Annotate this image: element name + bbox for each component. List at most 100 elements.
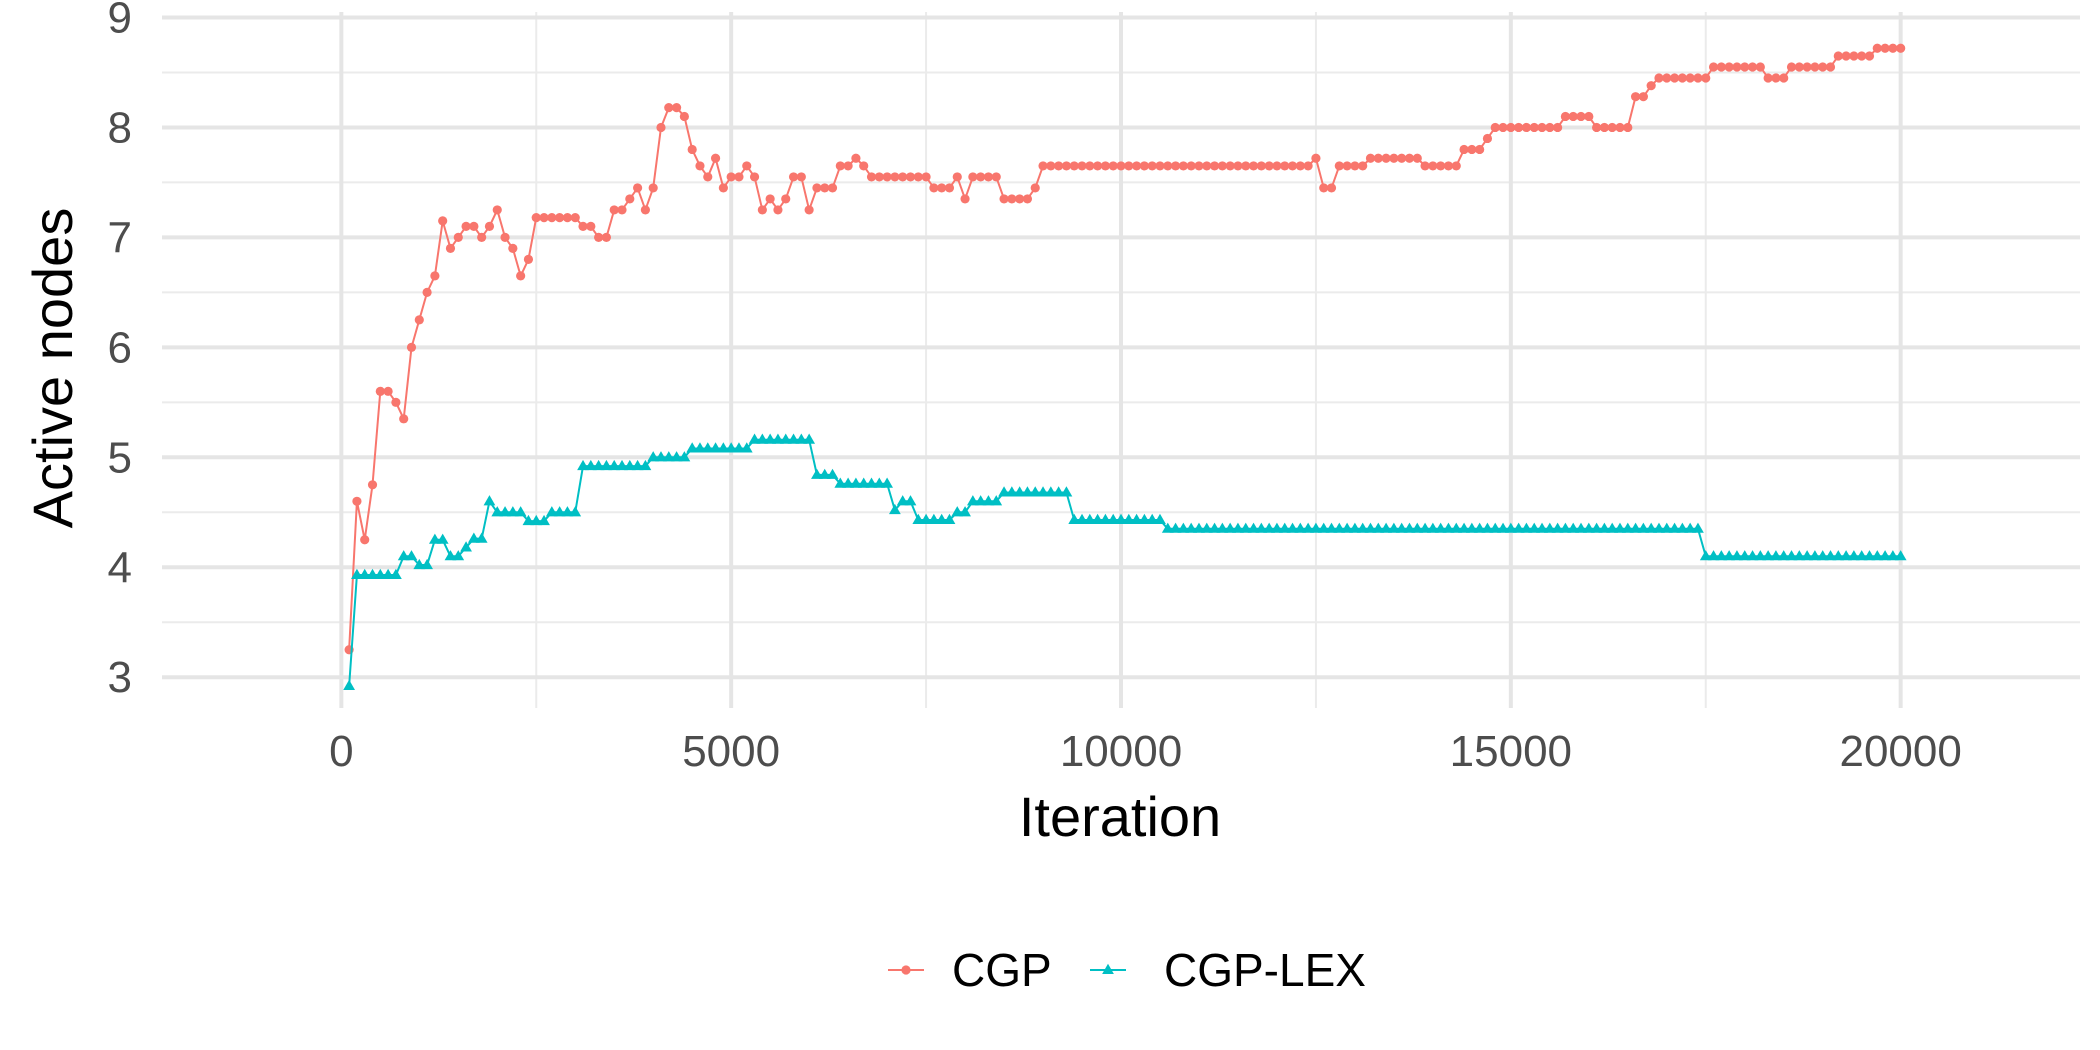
cgp-point: [406, 342, 417, 352]
cgp-point: [640, 205, 650, 215]
cgp-lex-point: [1060, 486, 1073, 497]
cgp-point: [1436, 161, 1446, 171]
cgp-lex-point: [1684, 522, 1697, 533]
cgp-lex-point: [483, 495, 496, 506]
y-axis-title: Active nodes: [21, 208, 84, 529]
cgp-lex-point: [740, 442, 753, 453]
cgp-point: [1420, 161, 1430, 171]
cgp-lex-point: [701, 442, 714, 453]
cgp-lex-point: [374, 568, 387, 579]
cgp-lex-point: [421, 558, 433, 570]
cgp-lex-point: [592, 459, 605, 471]
cgp-lex-point: [506, 506, 519, 517]
cgp-point: [1732, 62, 1742, 72]
series-layer: [343, 43, 1907, 691]
cgp-point: [586, 221, 596, 232]
cgp-lex-point: [1005, 486, 1018, 497]
cgp-point: [929, 183, 939, 193]
cgp-point: [1131, 161, 1142, 171]
cgp-point: [1295, 161, 1305, 171]
cgp-point: [1490, 122, 1500, 133]
cgp-point: [1358, 161, 1368, 171]
cgp-lex-point: [366, 568, 379, 579]
cgp-lex-point: [1770, 550, 1782, 561]
cgp-point: [1178, 161, 1188, 171]
cgp-point: [1085, 161, 1095, 171]
cgp-point: [773, 205, 783, 215]
cgp-point: [414, 315, 424, 325]
x-tick-label: 10000: [1060, 727, 1182, 776]
cgp-point: [1872, 43, 1882, 53]
cgp-lex-point: [545, 506, 558, 517]
cgp-point: [1669, 73, 1680, 83]
cgp-lex-point: [584, 459, 597, 471]
cgp-point: [710, 153, 721, 163]
cgp-point: [898, 172, 908, 182]
cgp-point: [742, 161, 752, 171]
cgp-lex-point: [1458, 522, 1470, 533]
series-markers-cgp-lex: [343, 433, 1907, 691]
cgp-point: [757, 205, 767, 215]
cgp-lex-point: [998, 486, 1010, 497]
cgp-point: [375, 386, 385, 396]
cgp-point: [469, 221, 479, 232]
cgp-point: [1747, 62, 1758, 72]
cgp-point: [874, 172, 884, 182]
cgp-lex-point: [491, 506, 504, 517]
cgp-lex-point: [1598, 522, 1611, 533]
x-tick-label: 5000: [682, 727, 780, 776]
cgp-point: [882, 172, 892, 182]
cgp-point: [1007, 194, 1017, 204]
cgp-point: [1467, 144, 1477, 155]
cgp-point: [937, 183, 947, 193]
cgp-point: [445, 243, 456, 253]
cgp-lex-point: [1793, 550, 1806, 561]
cgp-lex-point: [1442, 522, 1455, 533]
cgp-point: [500, 232, 510, 243]
cgp-point: [695, 161, 705, 171]
cgp-lex-point: [647, 451, 660, 462]
legend: CGP CGP-LEX: [888, 944, 1366, 996]
cgp-lex-point: [1302, 522, 1315, 533]
cgp-lex-point: [1801, 550, 1814, 561]
cgp-point: [1755, 62, 1765, 72]
cgp-point: [1280, 161, 1290, 171]
cgp-point: [1475, 144, 1485, 155]
cgp-point: [1139, 161, 1149, 171]
cgp-point: [1054, 161, 1064, 171]
cgp-lex-point: [382, 568, 394, 579]
cgp-point: [960, 194, 970, 204]
cgp-lex-point: [1676, 522, 1689, 533]
cgp-point: [484, 221, 495, 232]
cgp-point: [944, 183, 955, 193]
cgp-lex-point: [1497, 522, 1509, 533]
cgp-lex-point: [499, 506, 511, 517]
cgp-lex-point: [772, 433, 784, 444]
cgp-lex-point: [538, 514, 550, 526]
x-axis-tick-labels: 0 5000 10000 15000 20000: [329, 727, 1962, 776]
cgp-point: [1849, 51, 1859, 61]
cgp-lex-point: [1731, 550, 1743, 561]
cgp-lex-point: [982, 495, 995, 506]
cgp-point: [859, 161, 869, 171]
cgp-point: [1560, 111, 1571, 122]
cgp-lex-point: [842, 477, 855, 488]
cgp-point: [1319, 183, 1329, 193]
cgp-point: [1841, 51, 1851, 61]
cgp-lex-point: [811, 468, 823, 479]
cgp-lex-point: [436, 533, 449, 544]
cgp-point: [1233, 161, 1243, 171]
cgp-point: [1685, 73, 1695, 83]
cgp-lex-point: [1294, 522, 1307, 533]
cgp-point: [1202, 161, 1212, 171]
cgp-lex-point: [1621, 522, 1634, 533]
y-tick-label: 3: [108, 653, 132, 702]
cgp-point: [625, 194, 635, 204]
cgp-lex-point: [1699, 550, 1712, 561]
cgp-lex-point: [1668, 522, 1681, 533]
cgp-lex-point: [428, 533, 441, 544]
cgp-lex-point: [460, 541, 472, 552]
series-markers-cgp: [344, 43, 1906, 655]
cgp-lex-point: [1606, 522, 1619, 533]
cgp-point: [578, 221, 588, 232]
